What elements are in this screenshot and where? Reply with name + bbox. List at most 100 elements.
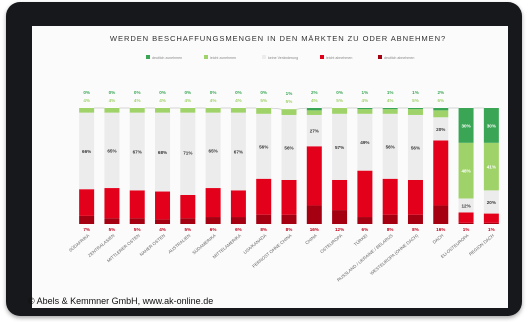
value-label-deutlich-abnehmen-westeuropa-ohne-dach: 8%	[412, 227, 419, 232]
legend: deutlich zunehmen leicht zunehmen keine Ve…	[146, 55, 414, 60]
bar-deutlich-abnehmen-mittlerer-osten	[129, 218, 145, 224]
value-label-leicht-zunehmen-sudafrika: 4%	[83, 98, 90, 103]
value-label-deutlich-abnehmen-mittlerer-osten: 5%	[134, 227, 141, 232]
value-label-deutlich-abnehmen-zentralasien: 5%	[109, 227, 116, 232]
value-label-deutlich-zunehmen-mittlerer-osten: 0%	[134, 90, 141, 95]
bar-leicht-abnehmen-russland-ukraine-belarus	[382, 178, 398, 215]
bar-deutlich-zunehmen-russland-ukraine-belarus	[382, 108, 398, 110]
legend-swatch-leicht-abnehmen	[320, 55, 324, 59]
copyright-notice: © Abels & Kemmner GmbH, www.ak-online.de	[28, 296, 214, 306]
bar-keine-veranderung-russland-ukraine-belarus	[382, 113, 398, 179]
bar-keine-veranderung-fernost-ohne-china	[281, 114, 297, 180]
bar-leicht-abnehmen-mittelamerika	[230, 190, 246, 218]
value-label-keine-veranderung-region-dach: 20%	[487, 200, 496, 205]
legend-label-deutlich-zunehmen: deutlich zunehmen	[152, 56, 182, 60]
bar-leicht-zunehmen-mittlerer-osten	[129, 108, 145, 113]
bar-keine-veranderung-china	[306, 114, 322, 147]
monitor-frame: WERDEN BESCHAFFUNGSMENGEN IN DEN MÄRKTEN…	[6, 2, 522, 316]
value-label-deutlich-zunehmen-zentralasien: 0%	[109, 90, 116, 95]
bar-leicht-zunehmen-sudafrika	[79, 108, 95, 113]
bar-keine-veranderung-zentralasien	[104, 112, 120, 189]
bar-keine-veranderung-mittelamerika	[230, 112, 246, 191]
bar-keine-veranderung-sudafrika	[79, 112, 95, 190]
bar-deutlich-abnehmen-westeuropa-ohne-dach	[407, 214, 423, 224]
value-label-keine-veranderung-sudafrika: 66%	[82, 149, 91, 154]
bar-leicht-zunehmen-eu-osteuropa	[458, 142, 474, 199]
bar-leicht-abnehmen-australien	[180, 195, 196, 219]
category-label-westeuropa-ohne-dach: WESTEUROPA (OHNE DACH)	[369, 233, 419, 276]
value-label-leicht-zunehmen-russland-ukraine-belarus: 4%	[387, 98, 394, 103]
bar-leicht-zunehmen-region-dach	[483, 142, 499, 191]
bar-deutlich-abnehmen-naher-osten	[155, 219, 171, 224]
bar-deutlich-abnehmen-sudamerika	[205, 217, 221, 224]
category-label-australien: AUSTRALIEN	[167, 233, 191, 255]
value-label-leicht-zunehmen-naher-osten: 4%	[159, 98, 166, 103]
bar-deutlich-abnehmen-australien	[180, 218, 196, 224]
bar-keine-veranderung-turkei	[357, 113, 373, 171]
value-label-deutlich-abnehmen-china: 16%	[310, 227, 319, 232]
bar-leicht-abnehmen-westeuropa-ohne-dach	[407, 179, 423, 215]
bar-leicht-abnehmen-region-dach	[483, 213, 499, 223]
category-label-turkei: TÜRKEI	[353, 233, 369, 247]
bar-leicht-zunehmen-naher-osten	[155, 108, 171, 113]
bar-keine-veranderung-region-dach	[483, 190, 499, 214]
value-label-keine-veranderung-mittelamerika: 67%	[234, 150, 243, 155]
connector-line	[271, 107, 282, 110]
value-label-deutlich-zunehmen-mittelamerika: 0%	[235, 90, 242, 95]
screen: WERDEN BESCHAFFUNGSMENGEN IN DEN MÄRKTEN…	[32, 26, 508, 308]
bar-leicht-abnehmen-fernost-ohne-china	[281, 179, 297, 215]
value-label-deutlich-abnehmen-region-dach: 1%	[488, 227, 495, 232]
bar-deutlich-zunehmen-turkei	[357, 108, 373, 110]
value-label-keine-veranderung-sudamerika: 65%	[209, 148, 218, 153]
bar-leicht-zunehmen-dach	[433, 110, 449, 118]
value-label-leicht-zunehmen-australien: 4%	[185, 98, 192, 103]
value-label-leicht-zunehmen-usa-kanada: 5%	[260, 98, 267, 103]
bar-keine-veranderung-westeuropa-ohne-dach	[407, 114, 423, 180]
value-label-leicht-zunehmen-mittlerer-osten: 4%	[134, 98, 141, 103]
bar-leicht-abnehmen-osteuropa	[332, 179, 348, 211]
value-label-keine-veranderung-russland-ukraine-belarus: 56%	[386, 144, 395, 149]
bar-deutlich-zunehmen-westeuropa-ohne-dach	[407, 108, 423, 110]
legend-label-deutlich-abnehmen: deutlich abnehmen	[384, 56, 414, 60]
bar-deutlich-abnehmen-usa-kanada	[256, 214, 272, 224]
legend-swatch-deutlich-abnehmen	[378, 55, 382, 59]
value-label-leicht-zunehmen-turkei: 4%	[362, 98, 369, 103]
value-label-deutlich-zunehmen-sudamerika: 0%	[210, 90, 217, 95]
category-label-dach: DACH	[432, 233, 445, 245]
value-label-leicht-zunehmen-eu-osteuropa: 48%	[461, 169, 470, 174]
bar-deutlich-abnehmen-china	[306, 205, 322, 224]
value-label-deutlich-zunehmen-region-dach: 30%	[487, 123, 496, 128]
bar-deutlich-zunehmen-region-dach	[483, 108, 499, 143]
bar-leicht-abnehmen-zentralasien	[104, 188, 120, 219]
value-label-deutlich-zunehmen-australien: 0%	[185, 90, 192, 95]
bar-leicht-zunehmen-fernost-ohne-china	[281, 109, 297, 115]
bar-deutlich-abnehmen-eu-osteuropa	[458, 222, 474, 224]
value-label-deutlich-abnehmen-eu-osteuropa: 1%	[463, 227, 470, 232]
value-label-keine-veranderung-turkei: 49%	[360, 140, 369, 145]
bar-leicht-abnehmen-dach	[433, 140, 449, 206]
value-label-leicht-zunehmen-region-dach: 41%	[487, 165, 496, 170]
value-label-leicht-zunehmen-sudamerika: 4%	[210, 98, 217, 103]
bar-deutlich-abnehmen-sudafrika	[79, 215, 95, 224]
bar-keine-veranderung-sudamerika	[205, 112, 221, 189]
category-label-sudamerika: SÜDAMERIKA	[191, 233, 217, 256]
value-label-keine-veranderung-australien: 71%	[183, 151, 192, 156]
value-label-deutlich-zunehmen-osteuropa: 0%	[336, 90, 343, 95]
category-label-usa-kanada: USA/KANADA	[242, 233, 267, 255]
value-label-leicht-zunehmen-china: 4%	[311, 98, 318, 103]
bar-keine-veranderung-mittlerer-osten	[129, 112, 145, 191]
value-label-leicht-zunehmen-fernost-ohne-china: 5%	[286, 99, 293, 104]
bar-leicht-zunehmen-china	[306, 110, 322, 115]
value-label-deutlich-abnehmen-usa-kanada: 8%	[260, 227, 267, 232]
bar-leicht-abnehmen-naher-osten	[155, 191, 171, 220]
value-label-deutlich-abnehmen-dach: 16%	[436, 227, 445, 232]
legend-label-keine-veranderung: keine Veränderung	[268, 56, 298, 60]
value-label-leicht-zunehmen-dach: 6%	[437, 98, 444, 103]
bars	[79, 108, 499, 224]
bar-deutlich-zunehmen-eu-osteuropa	[458, 108, 474, 143]
bar-leicht-zunehmen-russland-ukraine-belarus	[382, 109, 398, 114]
category-label-china: CHINA	[304, 233, 318, 246]
value-label-deutlich-abnehmen-sudamerika: 6%	[210, 227, 217, 232]
bar-leicht-abnehmen-turkei	[357, 170, 373, 218]
